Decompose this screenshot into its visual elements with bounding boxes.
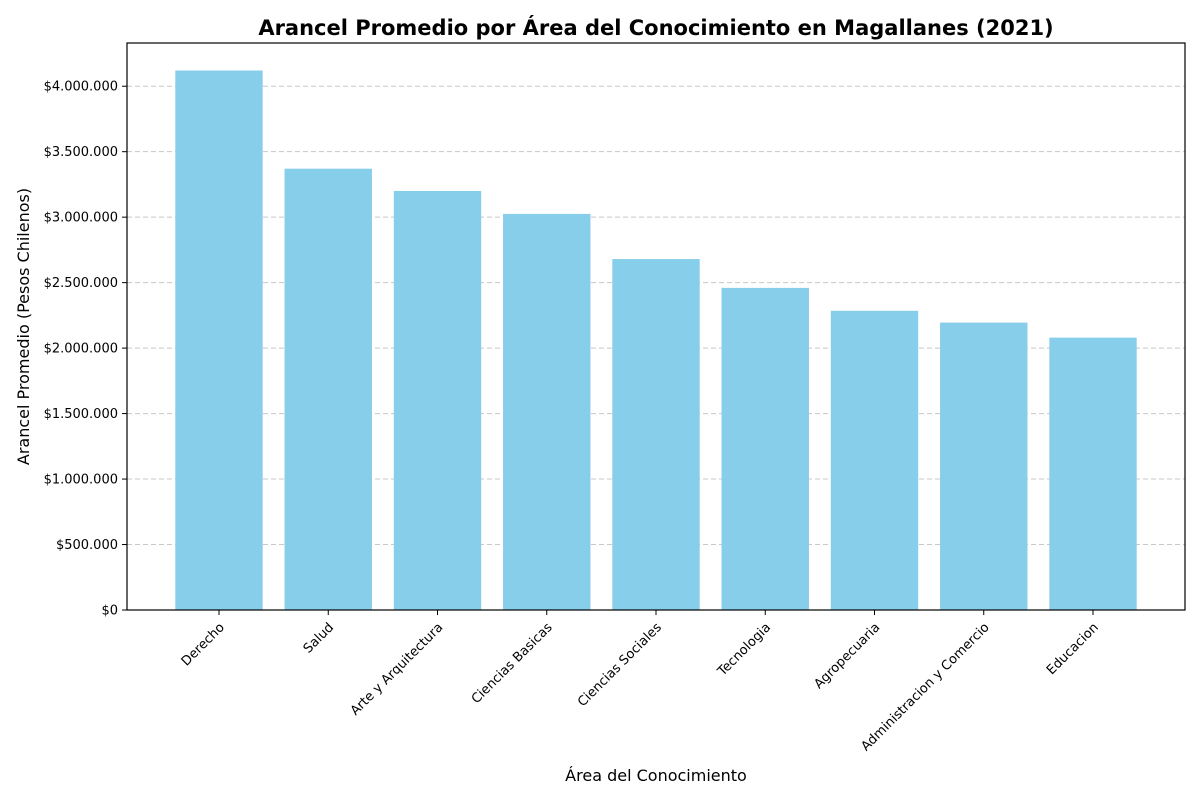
bar	[612, 259, 700, 610]
bar	[1049, 337, 1137, 610]
y-axis-label: Arancel Promedio (Pesos Chilenos)	[14, 188, 33, 465]
y-tick-label: $500.000	[56, 538, 118, 553]
y-tick-label: $2.000.000	[44, 342, 118, 357]
y-tick-label: $4.000.000	[44, 80, 118, 95]
bar	[393, 190, 482, 610]
x-axis-ticks: Derecho Salud Arte y Arquitectura Ciencias …	[179, 610, 1102, 754]
x-tick-label: Tecnologia	[714, 620, 774, 680]
x-tick-label: Ciencias Sociales	[575, 620, 665, 710]
x-axis-label: Área del Conocimiento	[565, 766, 747, 785]
x-tick-label: Agropecuaria	[811, 620, 883, 692]
bar	[940, 322, 1028, 610]
y-tick-label: $2.500.000	[44, 276, 118, 291]
y-tick-label: $1.500.000	[44, 407, 118, 422]
bar	[175, 70, 263, 611]
bar	[284, 168, 372, 611]
y-tick-label: $3.500.000	[44, 145, 118, 160]
bars	[175, 70, 1137, 611]
y-axis-ticks: $0 $500.000 $1.000.000 $1.500.000 $2.000.000…	[44, 80, 127, 619]
x-tick-label: Arte y Arquitectura	[348, 620, 446, 718]
x-tick-label: Derecho	[179, 620, 228, 669]
x-tick-label: Ciencias Basicas	[469, 620, 556, 707]
x-tick-label: Salud	[301, 620, 337, 656]
y-tick-label: $3.000.000	[44, 211, 118, 226]
y-tick-label: $0	[101, 604, 118, 619]
bar	[721, 287, 809, 610]
y-tick-label: $1.000.000	[44, 473, 118, 488]
chart-title: Arancel Promedio por Área del Conocimien…	[258, 15, 1053, 40]
x-tick-label: Educacion	[1044, 620, 1102, 678]
x-tick-label: Administracion y Comercio	[859, 620, 993, 754]
bar	[503, 213, 591, 610]
bar	[830, 310, 919, 610]
